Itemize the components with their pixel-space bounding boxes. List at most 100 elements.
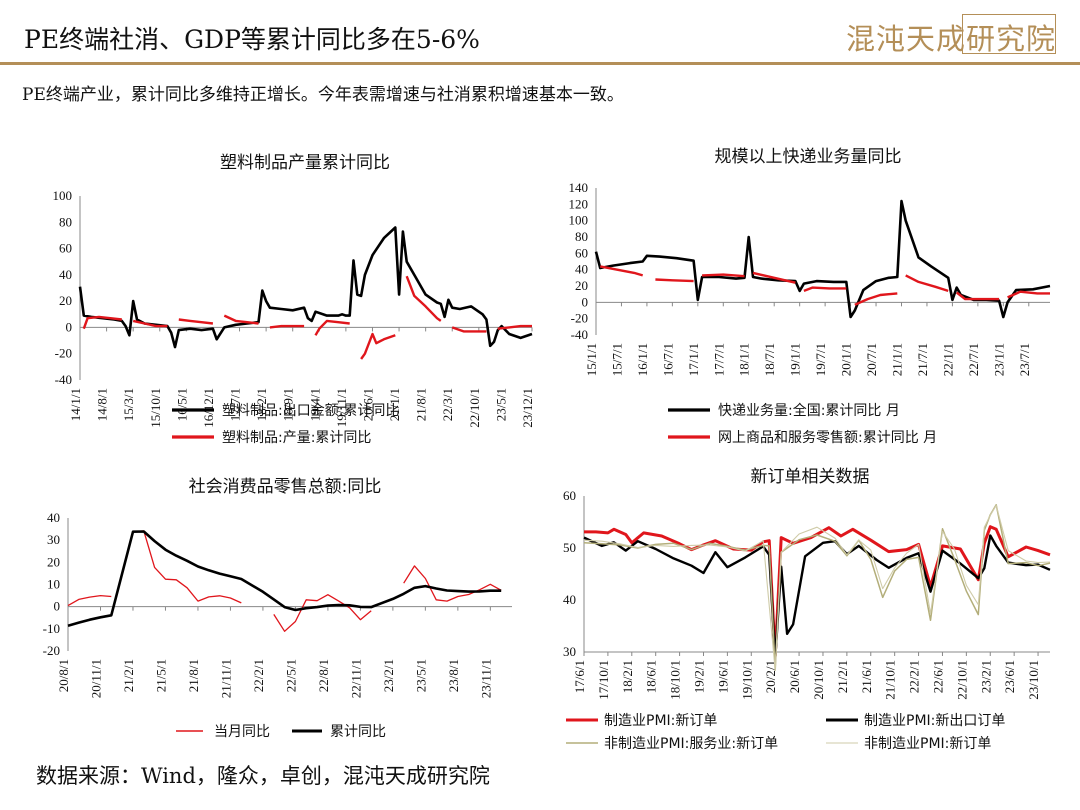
series-line <box>599 265 644 277</box>
x-tick-label: 23/1/1 <box>991 343 1006 376</box>
x-tick-label: 19/10/1 <box>739 660 754 700</box>
x-tick-label: 16/5/1 <box>174 388 189 421</box>
y-tick-label: -20 <box>571 311 588 326</box>
series-line <box>67 594 112 607</box>
x-tick-label: 16/7/1 <box>660 343 675 376</box>
x-tick-label: 23/11/1 <box>478 659 493 698</box>
y-tick-label: -10 <box>43 621 60 636</box>
x-tick-label: 23/5/1 <box>493 388 508 421</box>
brand-logo: 混沌天成研究院 <box>846 14 1058 56</box>
chart-title: 社会消费品零售总额:同比 <box>189 477 382 497</box>
series-line <box>269 324 305 329</box>
series-line <box>905 274 949 293</box>
y-tick-label: 140 <box>569 180 589 195</box>
series-line <box>752 271 796 284</box>
series-line <box>132 530 242 604</box>
x-tick-label: 20/8/1 <box>56 659 71 692</box>
y-tick-label: 0 <box>54 599 61 614</box>
chart-title: 新订单相关数据 <box>751 467 870 487</box>
x-tick-label: 18/9/1 <box>281 388 296 421</box>
x-tick-label: 17/7/1 <box>711 343 726 376</box>
x-tick-label: 23/10/1 <box>1026 660 1041 700</box>
series-line <box>451 326 487 333</box>
legend-label: 非制造业PMI:新订单 <box>864 736 991 752</box>
series-1 <box>78 226 533 349</box>
page-title: PE终端社消、GDP等累计同比多在5-6% <box>24 25 480 54</box>
legend-label: 塑料制品:产量:累计同比 <box>222 430 371 446</box>
x-tick-label: 17/6/1 <box>572 660 587 693</box>
y-tick-label: 0 <box>582 294 589 309</box>
y-tick-label: -20 <box>43 643 60 658</box>
x-tick-label: 22/11/1 <box>348 659 363 698</box>
x-tick-label: 21/8/1 <box>414 388 429 421</box>
series-line <box>403 565 502 602</box>
series-line <box>82 315 122 330</box>
series-line <box>178 318 214 325</box>
series-line <box>854 292 898 306</box>
y-tick-label: 40 <box>575 262 588 277</box>
brand-name: 混沌天成研究院 <box>846 22 1057 56</box>
chart-1: 塑料制品产量累计同比 -40 -20 0 20 40 60 80 100 14/1/1 14/8/1… <box>53 153 536 428</box>
x-tick-label: 22/10/1 <box>954 660 969 700</box>
x-tick-label: 22/10/1 <box>467 388 482 428</box>
x-tick-label: 18/1/1 <box>737 343 752 376</box>
y-tick-label: -20 <box>55 346 72 361</box>
x-tick-label: 17/10/1 <box>596 660 611 700</box>
x-tick-label: 22/6/1 <box>930 660 945 693</box>
x-tick-label: 22/1/1 <box>940 343 955 376</box>
y-tick-label: 0 <box>66 319 73 334</box>
x-tick-label: 22/3/1 <box>440 388 455 421</box>
y-tick-label: 60 <box>563 488 576 503</box>
x-tick-label: 17/7/1 <box>228 388 243 421</box>
x-tick-label: 18/2/1 <box>254 388 269 421</box>
x-tick-label: 21/11/1 <box>218 659 233 698</box>
series-2 <box>583 534 1051 660</box>
x-tick-label: 23/7/1 <box>1017 343 1032 376</box>
x-tick-label: 22/8/1 <box>316 659 331 692</box>
series-line <box>405 275 442 322</box>
series-line <box>655 278 694 283</box>
x-tick-label: 14/1/1 <box>68 388 83 421</box>
x-tick-label: 15/1/1 <box>584 343 599 376</box>
legend-label: 累计同比 <box>330 724 386 740</box>
x-tick-label: 21/2/1 <box>121 659 136 692</box>
legend-label: 制造业PMI:新订单 <box>604 713 717 729</box>
y-tick-label: 120 <box>569 196 589 211</box>
x-tick-label: 18/2/1 <box>620 660 635 693</box>
y-tick-label: -40 <box>55 372 72 387</box>
series-1 <box>594 199 1051 319</box>
series-line <box>803 286 847 293</box>
legend-label: 塑料制品:出口金额:累计同比 <box>222 403 399 419</box>
header-rule <box>0 62 1080 65</box>
legend-label: 制造业PMI:新出口订单 <box>864 713 1005 729</box>
legend-label: 非制造业PMI:服务业:新订单 <box>604 736 778 752</box>
y-tick-label: 80 <box>59 214 72 229</box>
series-2 <box>82 275 532 360</box>
chart-title: 规模以上快递业务量同比 <box>715 147 902 167</box>
x-tick-label: 19/7/1 <box>813 343 828 376</box>
chart-title: 塑料制品产量累计同比 <box>220 153 390 173</box>
x-tick-label: 20/11/1 <box>88 659 103 698</box>
x-tick-label: 18/6/1 <box>644 660 659 693</box>
page-subtitle: PE终端产业，累计同比多维持正增长。今年表需增速与社消累积增速基本一致。 <box>22 85 624 105</box>
y-tick-label: 20 <box>59 293 72 308</box>
x-tick-label: 14/8/1 <box>95 388 110 421</box>
series-line <box>78 226 533 349</box>
y-tick-label: 80 <box>575 229 588 244</box>
x-tick-label: 19/11/1 <box>334 388 349 427</box>
x-tick-label: 20/1/1 <box>839 343 854 376</box>
series-1 <box>67 530 502 632</box>
series-2 <box>67 530 502 627</box>
x-tick-label: 20/6/1 <box>787 660 802 693</box>
y-tick-label: 40 <box>47 510 60 525</box>
x-tick-label: 19/6/1 <box>715 660 730 693</box>
x-tick-label: 21/1/1 <box>889 343 904 376</box>
x-tick-label: 20/10/1 <box>811 660 826 700</box>
series-line <box>223 314 259 325</box>
series-4 <box>583 504 1051 671</box>
x-tick-label: 22/2/1 <box>907 660 922 693</box>
y-tick-label: 40 <box>563 592 576 607</box>
series-line <box>360 332 396 360</box>
y-tick-label: 60 <box>575 245 588 260</box>
